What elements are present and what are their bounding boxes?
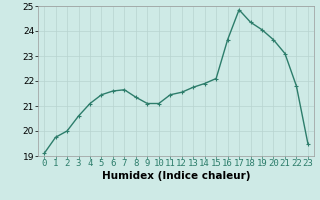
X-axis label: Humidex (Indice chaleur): Humidex (Indice chaleur): [102, 171, 250, 181]
